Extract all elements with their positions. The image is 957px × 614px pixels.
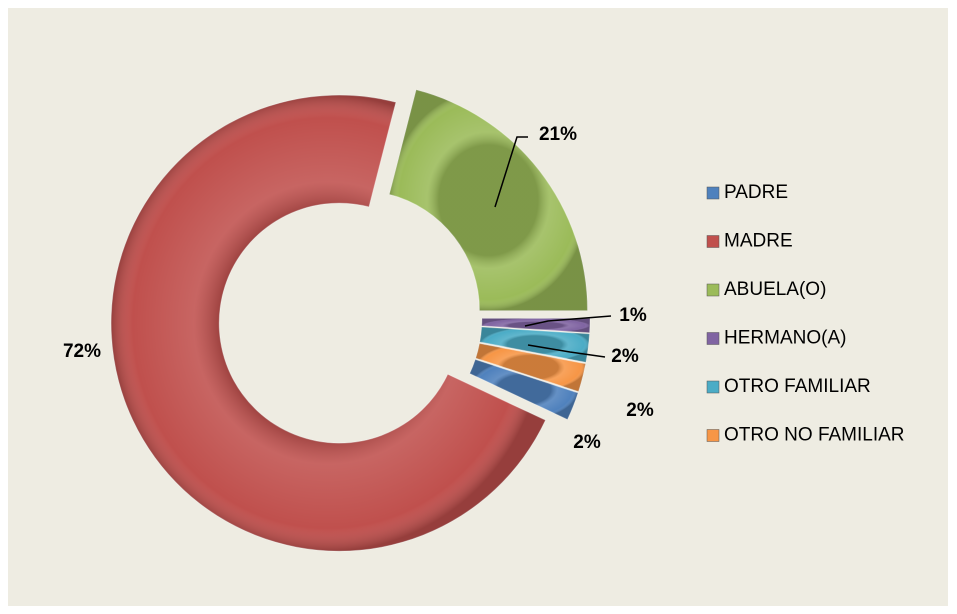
legend-swatch <box>706 283 720 297</box>
legend-label: ABUELA(O) <box>724 279 826 300</box>
data-label: 2% <box>611 346 639 367</box>
legend-label: PADRE <box>724 182 788 203</box>
data-label: 1% <box>619 305 647 326</box>
leader-line <box>494 136 528 208</box>
data-label: 21% <box>539 124 577 145</box>
legend-label: OTRO NO FAMILIAR <box>724 425 905 446</box>
legend-label: OTRO FAMILIAR <box>724 376 871 397</box>
leader-line <box>524 315 612 327</box>
leader-line <box>527 344 606 358</box>
legend-swatch <box>706 332 720 345</box>
legend-swatch <box>706 186 720 200</box>
legend-swatch <box>706 429 720 442</box>
legend-label: MADRE <box>724 231 793 252</box>
legend-label: HERMANO(A) <box>724 328 846 349</box>
legend-swatch <box>706 380 720 394</box>
data-label: 2% <box>573 432 601 453</box>
leader-lines <box>494 136 612 358</box>
data-label: 72% <box>63 341 101 362</box>
data-label: 2% <box>626 400 654 421</box>
legend-swatch <box>706 235 720 248</box>
